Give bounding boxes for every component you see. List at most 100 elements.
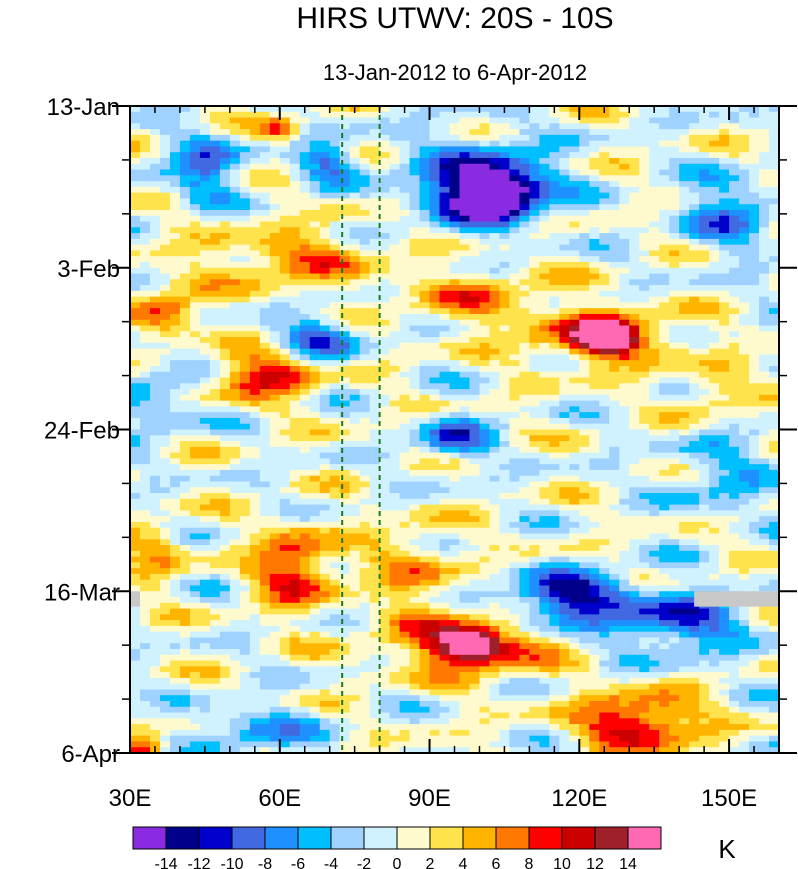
field-cell: [779, 395, 790, 401]
field-cell: [639, 302, 650, 309]
field-cell: [729, 417, 740, 425]
field-cell: [769, 337, 779, 344]
field-cell: [139, 423, 151, 431]
field-cell: [239, 360, 251, 367]
field-cell: [239, 273, 251, 280]
field-cell: [309, 510, 321, 517]
field-cell: [459, 394, 471, 402]
field-cell: [499, 446, 511, 454]
field-cell: [549, 215, 560, 223]
field-cell: [279, 134, 291, 142]
field-cell: [549, 360, 560, 367]
field-cell: [459, 238, 471, 246]
field-cell: [559, 516, 570, 523]
field-cell: [749, 360, 760, 367]
field-cell: [469, 521, 481, 529]
field-cell: [379, 394, 391, 402]
field-cell: [249, 163, 261, 171]
field-cell: [679, 140, 690, 148]
field-cell: [739, 261, 750, 269]
field-cell: [739, 192, 750, 200]
field-cell: [379, 539, 391, 546]
field-cell: [339, 371, 351, 379]
field-cell: [299, 452, 311, 459]
field-cell: [619, 441, 630, 448]
field-cell: [209, 192, 221, 200]
field-cell: [529, 539, 540, 546]
field-cell: [249, 152, 261, 159]
field-cell: [259, 539, 271, 546]
field-cell: [719, 493, 730, 500]
field-cell: [449, 365, 461, 373]
field-cell: [149, 342, 161, 350]
field-cell: [419, 464, 431, 471]
field-cell: [429, 412, 441, 419]
field-cell: [299, 412, 311, 419]
field-cell: [679, 175, 690, 182]
field-cell: [369, 360, 381, 367]
field-cell: [169, 360, 181, 367]
field-cell: [369, 123, 381, 130]
field-cell: [559, 521, 570, 529]
field-cell: [569, 290, 580, 298]
field-cell: [199, 498, 211, 506]
field-cell: [189, 256, 201, 263]
field-cell: [379, 215, 391, 223]
field-cell: [209, 169, 221, 176]
field-cell: [130, 365, 141, 373]
field-cell: [719, 308, 730, 315]
field-cell: [369, 498, 381, 506]
field-cell: [569, 423, 580, 431]
field-cell: [519, 273, 530, 280]
field-cell: [659, 296, 670, 304]
field-cell: [289, 429, 301, 436]
field-cell: [319, 261, 331, 269]
field-cell: [139, 313, 151, 321]
field-cell: [719, 198, 730, 205]
field-cell: [279, 285, 291, 292]
field-cell: [619, 533, 630, 540]
field-cell: [749, 481, 760, 488]
field-cell: [759, 493, 770, 500]
field-cell: [239, 469, 251, 477]
field-cell: [749, 493, 760, 500]
field-cell: [559, 134, 570, 142]
field-cell: [349, 365, 361, 373]
field-cell: [529, 365, 540, 373]
field-cell: [369, 527, 381, 535]
field-cell: [339, 458, 351, 465]
field-cell: [519, 389, 530, 396]
field-cell: [529, 285, 540, 292]
field-cell: [329, 244, 341, 252]
field-cell: [529, 498, 540, 506]
field-cell: [679, 441, 690, 448]
field-cell: [149, 129, 161, 136]
field-cell: [579, 261, 590, 269]
field-cell: [219, 441, 231, 448]
field-cell: [409, 510, 421, 517]
field-cell: [349, 452, 361, 459]
field-cell: [229, 400, 241, 407]
field-cell: [389, 140, 401, 148]
field-cell: [669, 417, 680, 425]
field-cell: [479, 481, 491, 488]
field-cell: [259, 429, 271, 436]
field-cell: [639, 435, 650, 442]
field-cell: [669, 464, 680, 471]
field-cell: [349, 198, 361, 205]
field-cell: [419, 267, 431, 275]
field-cell: [749, 302, 760, 309]
field-cell: [249, 140, 261, 148]
field-cell: [199, 493, 211, 500]
field-cell: [649, 527, 660, 535]
field-cell: [639, 423, 650, 431]
field-cell: [130, 331, 141, 338]
field-cell: [609, 256, 620, 263]
field-cell: [209, 267, 221, 275]
field-cell: [669, 435, 680, 442]
field-cell: [599, 371, 610, 379]
field-cell: [379, 365, 391, 373]
field-cell: [499, 539, 511, 546]
field-cell: [289, 319, 301, 327]
field-cell: [409, 181, 421, 188]
